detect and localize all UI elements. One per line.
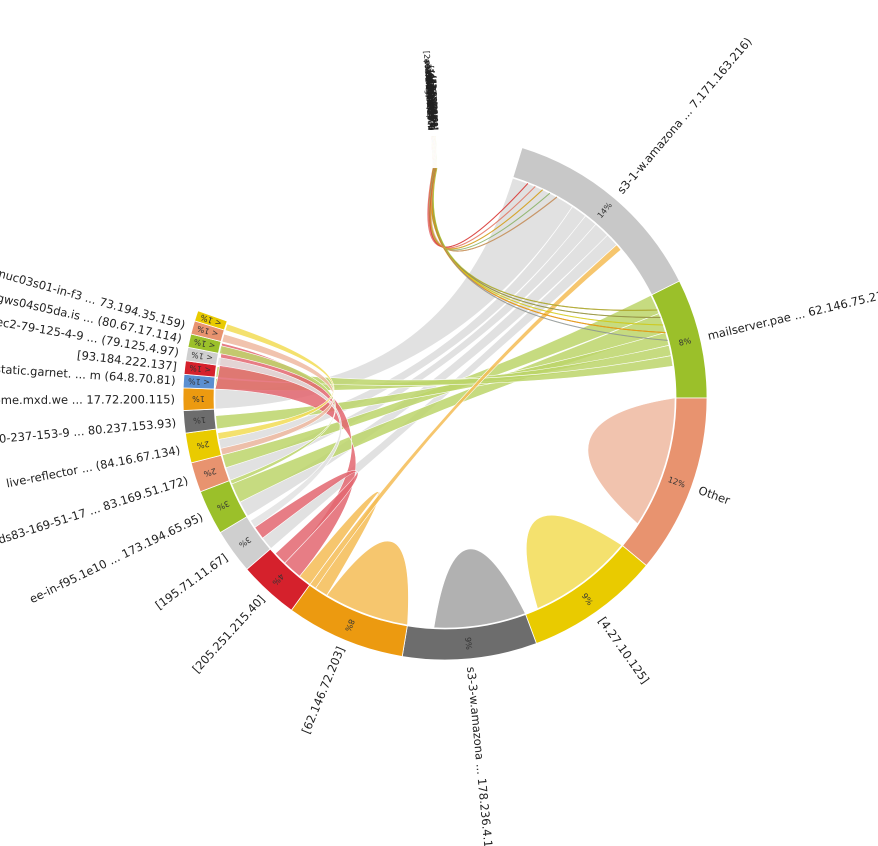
segment-percent: 8% <box>678 336 693 348</box>
small-segment-label: 465.197.244.36 <box>423 67 435 131</box>
small-segment-label: [80.239.136.1] <box>425 70 437 130</box>
small-segment-label: [46.51.197.88] <box>427 70 438 130</box>
segment-percent: < 1% <box>187 376 210 386</box>
chord-ribbon <box>525 514 623 609</box>
small-segment-label: p5ea6e550.dip ... <box>423 60 436 131</box>
chord-ribbon <box>326 540 409 626</box>
chord-ribbon <box>221 294 660 469</box>
segment-label: s3-1-w.amazona ... 7.171.163.216) <box>614 35 754 197</box>
chord-ribbon <box>220 333 334 456</box>
segment-label: Other <box>697 483 733 507</box>
segment-label: maxdome.mxd.we ... 17.72.200.115) <box>0 392 175 407</box>
segment-percent: 1% <box>192 415 206 425</box>
small-segment-label: [195.71.8.2] <box>428 81 439 131</box>
chord-ribbon <box>217 357 342 528</box>
small-segment-label: a17.dsclaimer ... <box>425 63 437 130</box>
small-segment-label: fra07s07 ... <box>427 84 438 130</box>
chord-ribbon <box>239 223 608 517</box>
segment-label: [62.146.72.203] <box>299 644 348 735</box>
small-link <box>430 168 558 252</box>
small-segment-label: [77.67.21.50] <box>428 75 439 130</box>
segment-percent: 1% <box>192 394 205 403</box>
segment-percent: 2% <box>195 439 210 450</box>
segment-label: [4.27.10.125] <box>595 614 652 686</box>
segment-label: mailserver.pae ... 62.146.75.210) <box>706 285 878 343</box>
small-segment-label: static.16.1 ... <box>425 78 436 131</box>
small-segment-label: d1.2ba.net ... <box>426 77 437 131</box>
segment-label: s3-3-w.amazona ... 178.236.4.122) <box>464 666 497 846</box>
small-segment-label: [199.59.148.20] <box>426 65 438 130</box>
chord-ribbon <box>433 548 526 629</box>
small-segment-label: cache.net ... <box>428 81 439 131</box>
segment-label: [205.251.215.40] <box>189 592 267 675</box>
segment-labels: s3-1-w.amazona ... 7.171.163.216) mailser… <box>0 35 878 846</box>
small-segment-label: 86.188.15.106 <box>424 72 436 131</box>
segment-percent: 9% <box>463 637 473 651</box>
small-segment-label: ns1.linek ... <box>426 84 437 130</box>
chord-ribbon <box>587 397 676 525</box>
chord-ribbon <box>254 470 359 564</box>
small-segment-label: [2a00:1450:4016 ... <box>422 51 435 131</box>
small-segment-label: [83.169.48.1] <box>426 76 437 131</box>
segment-label: [195.71.11.67] <box>153 551 231 613</box>
chord-ribbon <box>217 323 335 440</box>
chord-ribbons <box>214 177 676 629</box>
segment-percent: 2% <box>202 466 217 479</box>
small-segment-label: mail.tp.net ... <box>425 76 436 130</box>
segment-percent: < 1% <box>188 363 211 375</box>
small-segment-label: cdn.rpm.pro ... <box>424 71 436 130</box>
small-segment-label: [2.18.224.99] <box>428 75 439 130</box>
small-segment-label: [72.21.91.8] <box>428 81 439 131</box>
small-segment-links <box>427 168 668 341</box>
chord-ribbon <box>309 244 622 589</box>
small-segment-arc[interactable] <box>435 135 438 168</box>
small-segment-label: 62.146.75.227 <box>425 72 437 131</box>
small-segment-label: [89.0... <box>430 101 440 130</box>
outer-arcs <box>182 135 708 661</box>
percent-labels: 14%8%12%9%9%8%4%3%3%2%2%1%1%< 1%< 1%< 1%… <box>187 200 692 650</box>
small-segment-label: [62.146.72.9] <box>428 75 439 130</box>
small-segment-label: a5s.10jau.de ... <box>424 68 436 130</box>
segment-percent: < 1% <box>190 350 214 363</box>
chord-ribbon <box>219 345 336 485</box>
small-segment-label: www.a5g.salesf ... <box>423 58 436 131</box>
segment-label: ds80-237-153-9 ... 80.237.153.93) <box>0 416 177 448</box>
segment-arc[interactable] <box>194 310 228 331</box>
small-segment-label: ip-5-9 ... <box>428 97 438 131</box>
small-link <box>432 168 658 311</box>
